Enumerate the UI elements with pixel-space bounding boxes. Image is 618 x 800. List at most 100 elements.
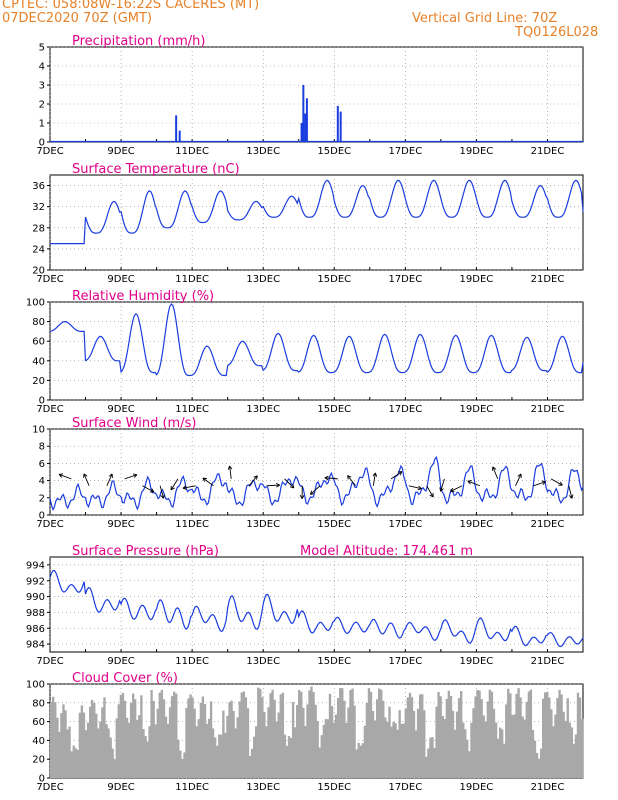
- x-tick-label: 15DEC: [317, 782, 351, 793]
- cloud-bar: [425, 756, 428, 778]
- cloud-bar: [250, 748, 254, 778]
- cloud-bar: [544, 692, 547, 778]
- wind-arrow: [372, 472, 376, 486]
- cloud-bar: [355, 749, 358, 778]
- wind-arrow-head: [439, 487, 442, 492]
- wind-arrow: [170, 478, 179, 491]
- cloud-bar: [556, 698, 559, 778]
- panel-3: 0 20 40 60 80 100 7DEC 9DEC 11DEC 13DEC 15DEC 17DEC…: [26, 289, 584, 415]
- y-tick-label: 20: [32, 376, 45, 387]
- wind-arrow: [284, 478, 295, 489]
- cloud-bar: [341, 688, 344, 778]
- cloud-bar: [347, 707, 350, 778]
- wind-arrow-head: [417, 488, 422, 491]
- cloud-bar: [89, 706, 92, 778]
- x-tick-label: 19DEC: [460, 404, 494, 415]
- y-tick-label: 36: [32, 181, 45, 192]
- cloud-bar: [283, 734, 287, 778]
- wind-arrow: [550, 478, 563, 486]
- y-tick-label: 100: [26, 680, 45, 691]
- cloud-bar: [281, 692, 285, 778]
- y-tick-label: 80: [32, 698, 45, 709]
- wind-arrow: [426, 485, 434, 498]
- cloud-bar: [371, 711, 375, 778]
- y-tick-label: 24: [32, 244, 45, 255]
- wind-arrow-head: [374, 472, 378, 477]
- x-tick-label: 19DEC: [460, 519, 494, 530]
- cloud-bar: [482, 715, 485, 778]
- cloud-bar: [416, 708, 420, 778]
- cloud-bar: [183, 752, 186, 778]
- wind-arrow: [229, 465, 232, 479]
- cloud-bar: [560, 694, 563, 778]
- cloud-bar: [332, 722, 336, 778]
- cloud-bar: [298, 690, 301, 778]
- wind-arrow: [142, 485, 155, 493]
- wind-arrow-head: [163, 494, 165, 499]
- cloud-bar: [132, 693, 135, 778]
- y-tick-label: 6: [39, 459, 45, 470]
- x-tick-label: 15DEC: [317, 404, 351, 415]
- wind-arrow-head: [492, 466, 497, 470]
- x-tick-label: 9DEC: [107, 782, 134, 793]
- cloud-bar: [328, 693, 332, 778]
- wind-arrow-head: [541, 480, 546, 483]
- wind-arrow-head: [170, 487, 175, 491]
- cloud-bar: [134, 699, 137, 778]
- cloud-bar: [521, 716, 524, 778]
- precip-bar: [175, 115, 178, 142]
- cloud-bar: [189, 694, 192, 778]
- wind-arrow-head: [450, 487, 454, 492]
- x-tick-label: 15DEC: [317, 146, 351, 157]
- panel-4: 0 2 4 6 8 10 7DEC 9DEC 11DEC 13DEC 15DEC 17DEC 19DEC…: [32, 416, 584, 530]
- cloud-bar: [419, 694, 422, 778]
- cloud-bar: [304, 726, 307, 778]
- precip-bar: [339, 111, 342, 142]
- cloud-bar: [427, 748, 430, 778]
- cloud-bar: [255, 726, 258, 778]
- cloud-bar: [576, 692, 580, 778]
- run-label: 07DEC2020 70Z (GMT): [2, 11, 153, 26]
- x-tick-label: 21DEC: [531, 274, 565, 285]
- wind-arrow: [182, 485, 196, 489]
- cloud-bar: [80, 705, 84, 778]
- wind-arrow-head: [324, 475, 329, 479]
- cloud-bar: [548, 697, 551, 778]
- cloud-bar: [451, 710, 455, 778]
- cloud-bar: [150, 690, 153, 778]
- wind-arrow-head: [256, 475, 258, 480]
- cloud-bar: [127, 722, 131, 778]
- cloud-bar: [490, 691, 494, 778]
- cloud-bar: [343, 700, 346, 778]
- x-tick-label: 15DEC: [317, 656, 351, 667]
- cloud-bar: [267, 707, 270, 778]
- wind-arrow-head: [276, 484, 280, 488]
- cloud-bar: [410, 697, 414, 778]
- cloud-bar: [293, 727, 297, 778]
- cloud-bar: [275, 721, 278, 778]
- cloud-bar: [95, 713, 98, 778]
- cloud-bar: [62, 704, 65, 778]
- wind-arrow: [533, 481, 546, 487]
- cloud-bar: [527, 691, 531, 778]
- y-tick-label: 100: [26, 298, 45, 309]
- cloud-bar: [74, 748, 77, 778]
- cloud-bar: [369, 692, 373, 778]
- cloud-bar: [220, 734, 223, 778]
- cloud-bar: [382, 700, 385, 778]
- cloud-bar: [359, 745, 362, 778]
- cloud-bar: [505, 704, 508, 778]
- cloud-bar: [271, 689, 274, 778]
- wind-arrow: [324, 477, 338, 480]
- series-line: [50, 179, 584, 245]
- cloud-bar: [216, 745, 219, 778]
- x-tick-label: 11DEC: [175, 782, 209, 793]
- cloud-bar: [285, 745, 289, 778]
- cloud-bar: [429, 737, 432, 778]
- cloud-bar: [179, 750, 182, 778]
- cloud-bar: [535, 752, 539, 778]
- cloud-bar: [494, 722, 498, 778]
- y-tick-label: 4: [39, 62, 45, 73]
- cloud-bar: [314, 704, 317, 778]
- cloud-bar: [224, 732, 227, 778]
